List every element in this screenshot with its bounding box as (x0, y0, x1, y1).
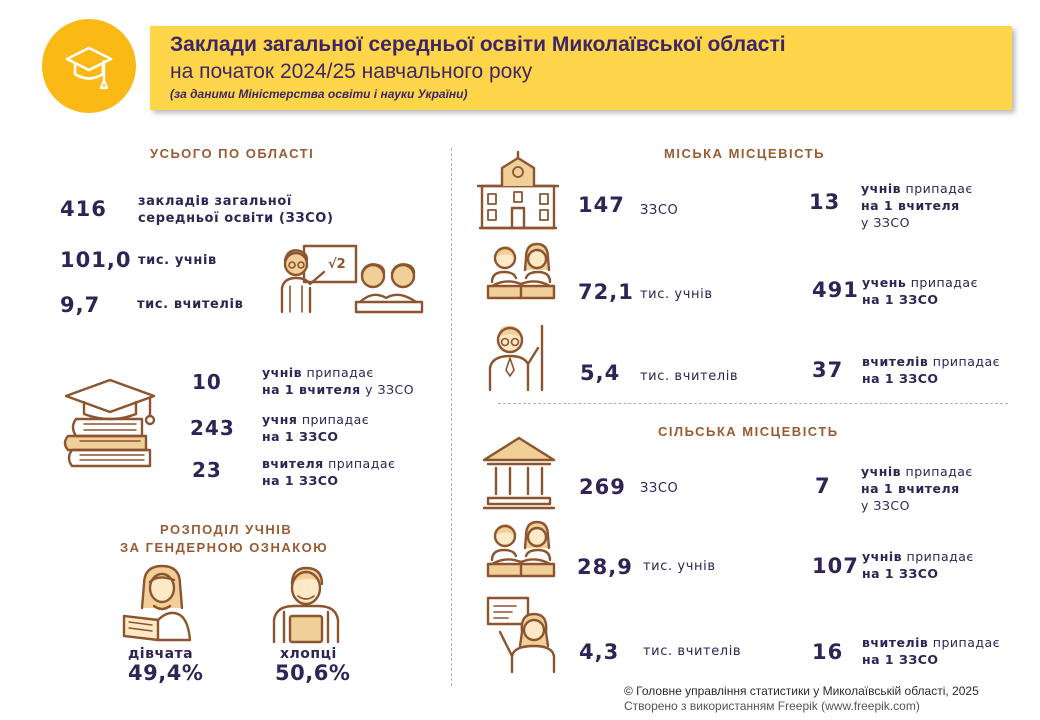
male-teacher-icon (488, 324, 544, 392)
header-subtitle: на початок 2024/25 навчального року (170, 60, 533, 83)
rural-ratio-1-line2: на 1 вчителя (861, 481, 960, 496)
urban-heading: МІСЬКА МІСЦЕВІСТЬ (664, 146, 825, 161)
rural-ratio-1-line1: учнів припадає (861, 464, 973, 479)
urban-schools-value: 147 (578, 193, 625, 217)
urban-ratio-2-line1: учень припадає (862, 275, 978, 290)
total-ratio-1-line2: на 1 вчителя у ЗЗСО (262, 382, 415, 397)
svg-text:√2: √2 (328, 257, 346, 272)
total-ratio-1-value: 10 (192, 370, 222, 394)
total-schools-label-1: закладів загальної (138, 194, 292, 209)
total-students-value: 101,0 (60, 248, 132, 272)
total-ratio-1-line1: учнів припадає (262, 365, 374, 380)
rural-schools-label: ЗЗСО (640, 481, 679, 496)
rural-teachers-value: 4,3 (579, 640, 620, 664)
total-heading: УСЬОГО ПО ОБЛАСТІ (150, 146, 315, 161)
urban-ratio-3-line1: вчителів припадає (862, 354, 1001, 369)
total-ratio-2-line2: на 1 ЗЗСО (262, 429, 339, 444)
urban-teachers-label: тис. вчителів (640, 369, 739, 384)
rural-students-value: 28,9 (577, 555, 633, 579)
urban-ratio-1-line2: на 1 вчителя (861, 198, 960, 213)
total-ratio-3-line2: на 1 ЗЗСО (262, 473, 339, 488)
teacher-with-pupils-icon: √2 (280, 244, 424, 314)
boy-student-icon (272, 566, 340, 644)
school-building-icon (476, 150, 560, 230)
rural-teachers-label: тис. вчителів (643, 644, 742, 659)
rural-heading: СІЛЬСЬКА МІСЦЕВІСТЬ (658, 424, 839, 439)
gender-heading-1: РОЗПОДІЛ УЧНІВ (160, 522, 293, 537)
urban-ratio-3-value: 37 (812, 358, 844, 382)
boys-share: 50,6% (275, 661, 351, 685)
rural-ratio-1-line3: у ЗЗСО (861, 498, 910, 513)
girls-share: 49,4% (128, 661, 204, 685)
urban-ratio-1-line1: учнів припадає (861, 181, 973, 196)
horizontal-divider (498, 403, 1008, 404)
rural-ratio-3-line2: на 1 ЗЗСО (862, 652, 939, 667)
rural-students-label: тис. учнів (643, 559, 716, 574)
students-icon (486, 242, 556, 300)
total-ratio-3-value: 23 (192, 458, 222, 482)
urban-schools-label: ЗЗСО (640, 203, 679, 218)
total-ratio-2-line1: учня припадає (262, 412, 370, 427)
urban-ratio-2-value: 491 (812, 278, 859, 302)
students-icon (486, 520, 556, 578)
girls-label: дівчата (128, 646, 194, 662)
total-students-label: тис. учнів (138, 253, 217, 268)
copyright-note: © Головне управління статистики у Микола… (624, 684, 979, 698)
total-teachers-value: 9,7 (60, 293, 101, 317)
urban-students-value: 72,1 (578, 280, 634, 304)
urban-ratio-1-line3: у ЗЗСО (861, 215, 910, 230)
vertical-divider (451, 148, 452, 686)
rural-ratio-1-value: 7 (815, 474, 831, 498)
girl-student-icon (122, 564, 192, 642)
total-schools-label-2: середньої освіти (ЗЗСО) (138, 211, 334, 226)
rural-ratio-2-line1: учнів припадає (862, 549, 974, 564)
freepik-credit: Створено з використанням Freepik (www.fr… (624, 699, 920, 713)
total-ratio-3-line1: вчителя припадає (262, 456, 396, 471)
urban-ratio-3-line2: на 1 ЗЗСО (862, 371, 939, 386)
rural-school-icon (482, 436, 556, 510)
boys-label: хлопці (280, 646, 337, 662)
books-with-cap-icon (63, 378, 156, 468)
total-teachers-label: тис. вчителів (137, 297, 244, 312)
gender-heading-2: ЗА ГЕНДЕРНОЮ ОЗНАКОЮ (120, 540, 329, 555)
header-icon-circle (42, 19, 136, 113)
header-title: Заклади загальної середньої освіти Микол… (170, 33, 786, 56)
header-source-note: (за даними Міністерства освіти і науки У… (170, 87, 468, 101)
graduation-cap-icon (65, 46, 113, 90)
total-ratio-2-value: 243 (190, 416, 235, 440)
rural-ratio-2-line2: на 1 ЗЗСО (862, 566, 939, 581)
female-teacher-icon (486, 596, 556, 674)
urban-students-label: тис. учнів (640, 287, 713, 302)
rural-schools-value: 269 (579, 475, 626, 499)
urban-teachers-value: 5,4 (580, 361, 621, 385)
rural-ratio-3-value: 16 (812, 640, 844, 664)
header-banner (150, 26, 1012, 110)
urban-ratio-1-value: 13 (809, 190, 841, 214)
rural-ratio-2-value: 107 (812, 554, 859, 578)
rural-ratio-3-line1: вчителів припадає (862, 635, 1001, 650)
urban-ratio-2-line2: на 1 ЗЗСО (862, 292, 939, 307)
total-schools-value: 416 (60, 197, 107, 221)
